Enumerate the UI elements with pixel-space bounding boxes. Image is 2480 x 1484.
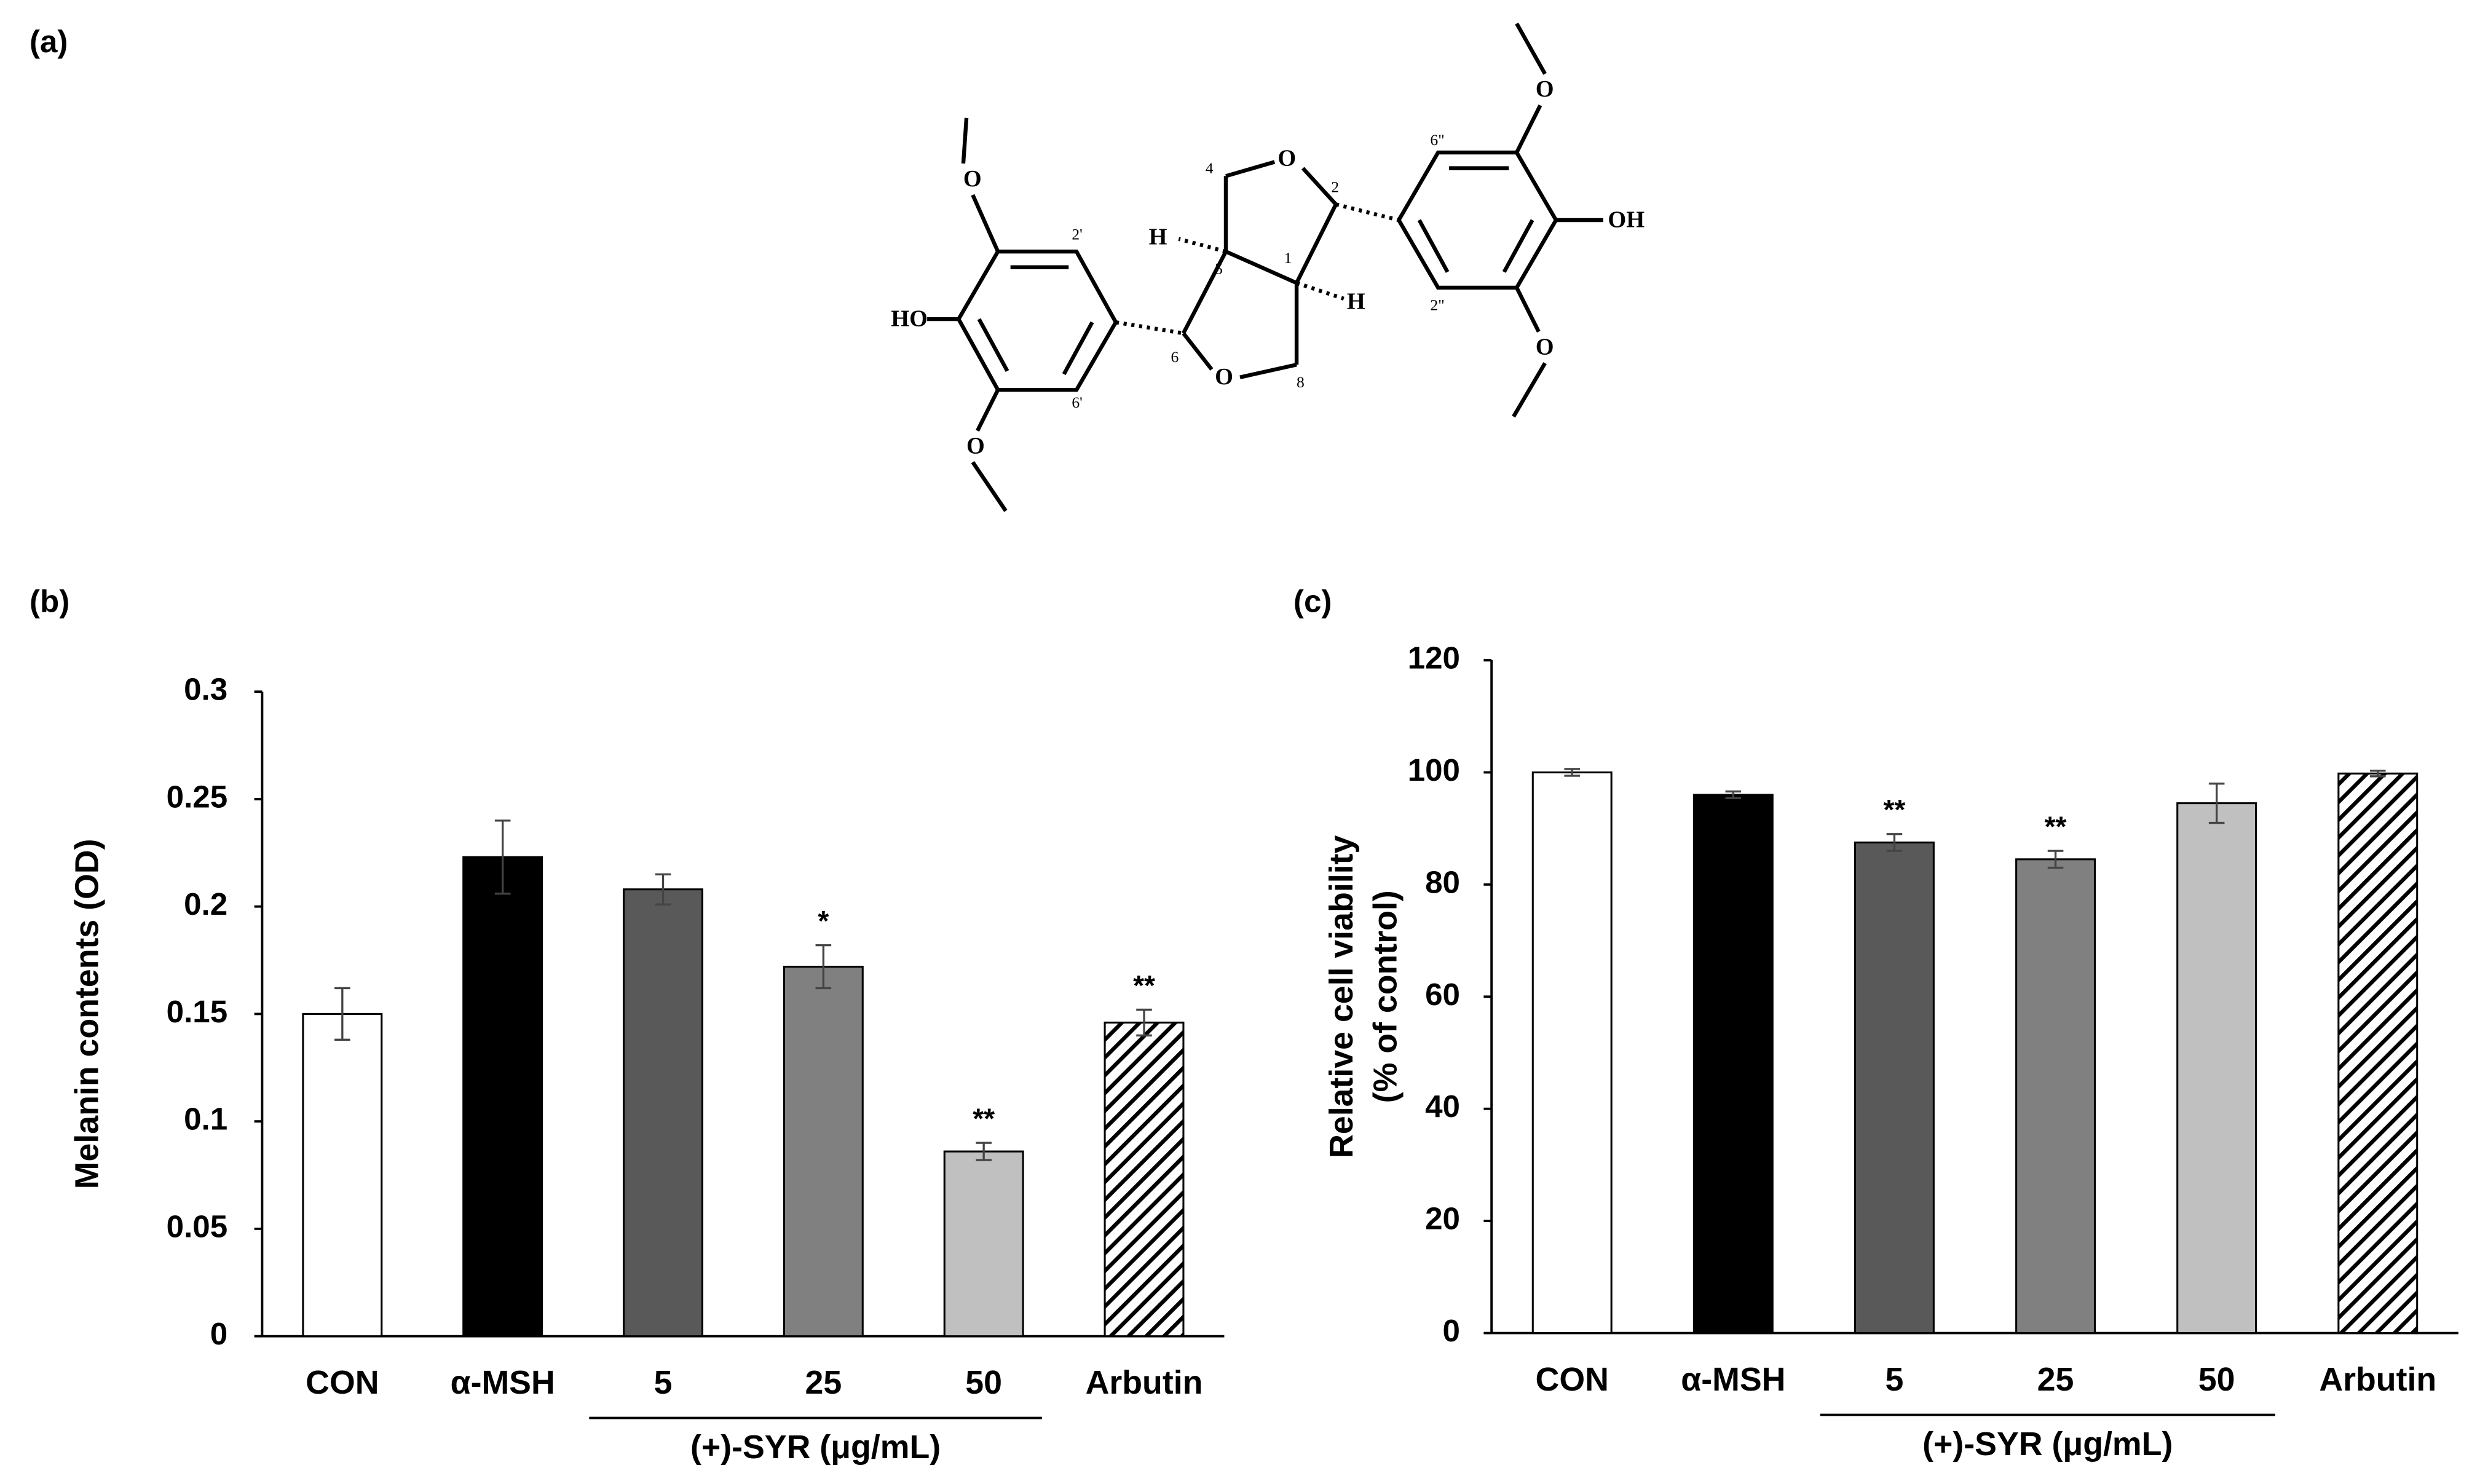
significance-label: ** [2045,810,2067,842]
y-tick-label: 0.2 [184,886,227,922]
x-tick-label: CON [1536,1361,1609,1398]
atom-label: O [966,433,985,459]
y-tick-label: 0.1 [184,1102,227,1137]
error-bar [1886,833,1903,852]
error-bar [334,987,350,1041]
x-tick-label: α-MSH [1681,1361,1785,1398]
error-bar [976,1142,992,1161]
error-bar [2047,850,2064,869]
atom-label: O [1278,146,1296,172]
panel-label: (c) [1293,583,1332,618]
atom-number: 6' [1072,393,1082,411]
bar [1531,771,1613,1335]
atom-label: O [1215,364,1233,390]
significance-label: ** [1133,969,1155,1001]
atom-number: 5 [1215,260,1223,278]
panel-label: (b) [30,583,69,618]
y-tick-label: 120 [1408,641,1460,676]
y-axis-label: Relative cell viability [1323,835,1360,1158]
atom-label: OH [1608,207,1645,232]
bar [1104,1021,1185,1338]
atom-label: H [1347,288,1365,314]
y-tick-label: 0.15 [167,994,228,1029]
y-tick-label: 100 [1408,752,1460,787]
x-tick-label: 25 [2037,1361,2074,1398]
atom-number: 6 [1171,348,1179,366]
error-bar [1136,1008,1152,1037]
panel-label: (a) [30,24,68,59]
y-tick-label: 60 [1425,977,1460,1012]
y-tick-label: 40 [1425,1089,1460,1124]
error-bar [1564,768,1580,777]
y-tick-label: 20 [1425,1201,1460,1236]
error-bar [1725,790,1742,800]
bar [2337,772,2419,1335]
group-label: (+)-SYR (μg/mL) [690,1429,941,1466]
x-tick-label: 5 [1886,1361,1904,1398]
bar [462,856,543,1338]
y-axis-label: Melanin contents (OD) [68,839,105,1190]
x-tick-label: 25 [805,1364,842,1401]
bar [943,1150,1024,1338]
significance-label: * [818,905,829,937]
group-label: (+)-SYR (μg/mL) [1922,1426,2173,1462]
bar [302,1012,383,1338]
atom-label: H [1149,224,1167,250]
bar [2176,802,2257,1335]
atom-number: 1 [1284,249,1292,267]
x-tick-label: CON [306,1364,379,1401]
error-bar [655,873,671,906]
significance-label: ** [1884,794,1906,826]
atom-number: 4 [1206,159,1214,177]
x-tick-label: Arbutin [1086,1364,1203,1401]
atom-label: HO [891,306,928,331]
atom-label: O [1536,334,1554,360]
bar [783,965,864,1338]
y-tick-label: 0 [1443,1313,1460,1348]
x-tick-label: 50 [965,1364,1002,1401]
x-tick-label: 50 [2198,1361,2235,1398]
y-tick-label: 0.3 [184,672,227,707]
atom-label: O [1536,76,1554,102]
atom-number: 6" [1430,131,1444,149]
bar [1692,794,1774,1335]
x-tick-label: 5 [654,1364,673,1401]
y-tick-label: 80 [1425,864,1460,899]
atom-label: O [963,166,982,192]
chemical-structure: HO OH H H O O O O O O 2' 6' 2" 6" 1 2 4 … [891,22,1645,512]
error-bar [2369,770,2386,778]
significance-label: ** [973,1102,995,1134]
bar [623,888,703,1338]
atom-number: 8 [1297,373,1305,391]
atom-number: 2' [1072,225,1082,243]
y-tick-label: 0.05 [167,1209,228,1244]
bar [1854,841,1935,1335]
atom-number: 2" [1430,296,1444,314]
y-tick-label: 0.25 [167,779,228,814]
x-tick-label: Arbutin [2319,1361,2436,1398]
bar [2015,858,2096,1335]
error-bar [815,944,832,990]
error-bar [494,819,511,895]
x-tick-label: α-MSH [451,1364,555,1401]
y-axis-label: (% of control) [1367,890,1404,1103]
atom-number: 2 [1331,178,1339,196]
y-tick-label: 0 [210,1316,227,1351]
error-bar [2208,783,2225,824]
